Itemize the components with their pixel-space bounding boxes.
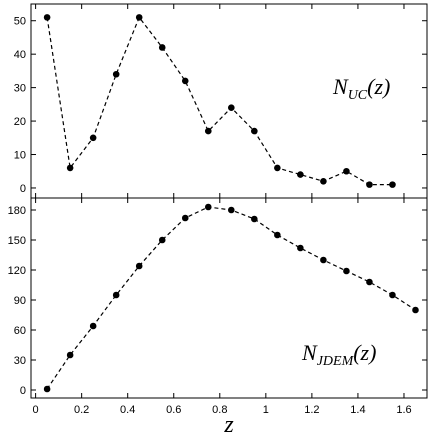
y-tick-label: 20 [14,116,26,128]
x-tick-label: 1 [263,404,269,416]
y-tick-label: 90 [14,295,26,307]
data-point [112,70,120,78]
data-point [389,291,396,299]
data-point [135,262,143,270]
y-tick-label: 40 [14,49,26,61]
data-point [158,236,166,244]
data-point [112,291,120,299]
data-point [274,231,281,239]
panel-bottom-njdem: 0 30 60 90 120 150 180 NJDEM(z) [8,197,428,399]
panel-bottom-ticks: 0 30 60 90 120 150 180 [8,198,427,398]
y-tick-label: 0 [20,183,26,195]
data-point [297,171,304,178]
panel-top-series [43,14,396,188]
data-point [320,177,327,185]
y-tick-label: 50 [14,16,26,28]
annotation-argument: (z) [353,340,376,365]
data-point [343,167,350,175]
x-tick-label: 0.2 [74,404,89,416]
data-point [320,256,327,264]
data-point [228,206,235,214]
data-point [158,44,166,51]
panel-top-ticks: 0 10 20 30 40 50 [14,4,427,198]
data-point [89,322,97,330]
data-point [204,127,212,135]
data-point [389,181,396,188]
panel-bottom-series [43,203,419,393]
y-tick-label: 60 [14,325,26,337]
data-point [43,14,51,21]
data-point [181,77,189,85]
series-line-nuc [46,16,393,186]
y-tick-label: 120 [8,265,26,277]
data-point [89,134,97,142]
data-point [251,215,258,223]
data-point [412,306,419,314]
data-point [251,127,258,135]
panel-top-frame [30,3,428,199]
annotation-subscript: JDEM [317,354,355,369]
data-point [297,244,304,252]
data-point [66,164,74,172]
y-tick-label: 180 [8,205,26,217]
panel-bottom-annotation: NJDEM(z) [301,340,376,369]
data-point [66,351,74,359]
x-tick-label: 0 [33,404,39,416]
data-point [135,14,143,21]
x-axis-label: z [223,412,234,436]
data-point [204,203,212,211]
annotation-base: N [301,340,318,365]
x-tick-label: 1.4 [350,404,365,416]
panel-top-nuc: 0 10 20 30 40 50 NUC(z) [14,3,428,199]
y-tick-label: 150 [8,235,26,247]
y-tick-label: 0 [20,385,26,397]
x-tick-labels: 0 0.2 0.4 0.6 0.8 1 1.2 1.4 1.6 [33,404,412,416]
data-point [181,214,189,222]
x-tick-label: 0.6 [166,404,181,416]
panel-top-annotation: NUC(z) [332,74,390,103]
data-point [274,164,281,172]
x-tick-label: 1.6 [396,404,411,416]
data-point [228,104,235,111]
annotation-argument: (z) [367,74,390,99]
data-point [366,181,373,188]
data-point [343,267,350,275]
annotation-subscript: UC [348,88,368,103]
data-point [366,278,373,286]
x-tick-label: 0.4 [120,404,135,416]
panel-bottom-frame [30,197,428,399]
y-tick-label: 10 [14,150,26,162]
x-tick-label: 0.8 [212,404,227,416]
x-tick-label: 1.2 [304,404,319,416]
y-tick-label: 30 [14,355,26,367]
data-point [43,385,51,393]
y-tick-label: 30 [14,83,26,95]
annotation-base: N [332,74,349,99]
